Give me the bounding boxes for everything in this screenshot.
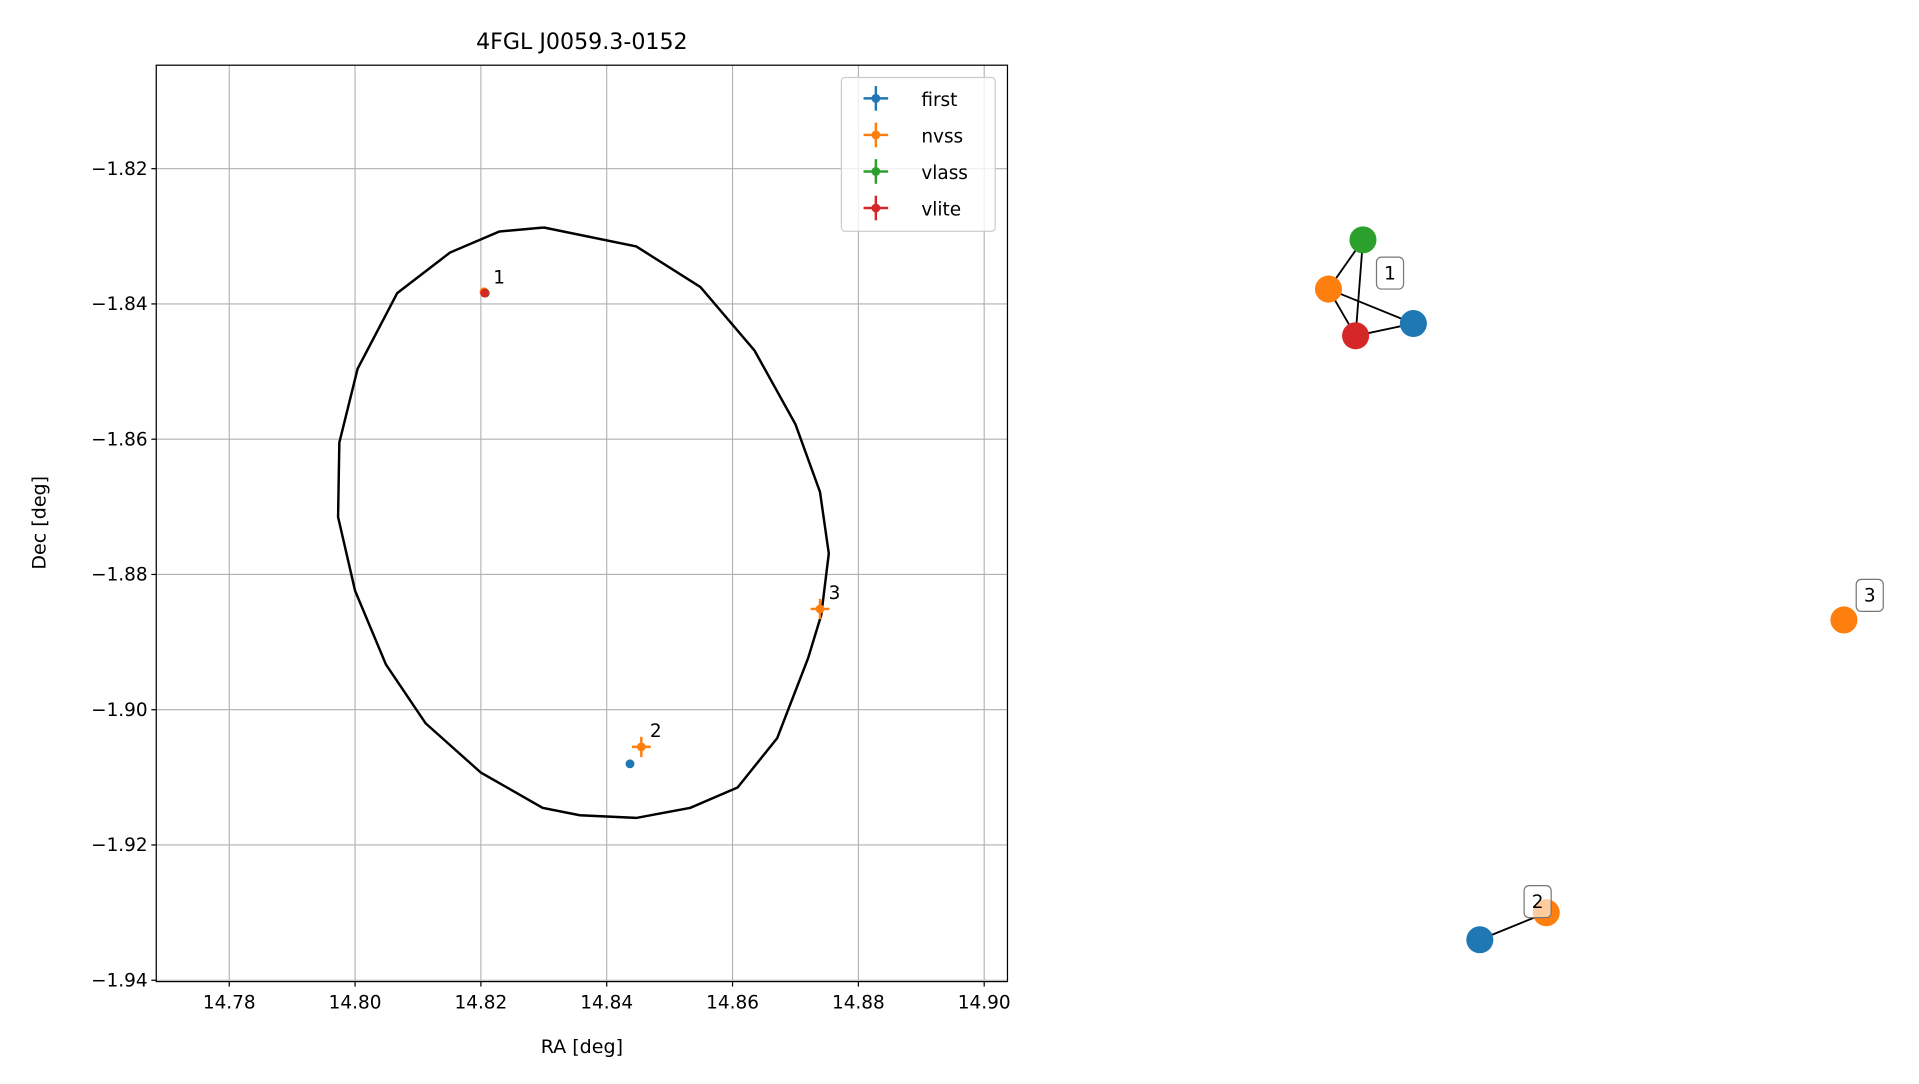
- legend-label: vlass: [921, 163, 968, 184]
- node: [1466, 926, 1494, 954]
- legend-label: nvss: [921, 126, 963, 147]
- data-point: [636, 742, 646, 752]
- x-tick-label: 14.80: [329, 993, 382, 1014]
- x-tick-label: 14.84: [580, 993, 633, 1014]
- node: [1342, 322, 1370, 350]
- node: [1349, 226, 1377, 254]
- legend-marker: [871, 130, 881, 140]
- y-tick-label: −1.92: [91, 835, 148, 856]
- confidence-ellipse: [336, 226, 831, 820]
- x-tick-label: 14.90: [958, 993, 1011, 1014]
- y-tick-label: −1.88: [91, 565, 148, 586]
- data-point: [625, 759, 635, 769]
- edge: [1328, 288, 1414, 325]
- legend-label: vlite: [921, 199, 961, 220]
- network-graph: 1 2 3: [1314, 226, 1884, 954]
- y-axis-label: Dec [deg]: [29, 476, 51, 570]
- data-point: [815, 604, 825, 614]
- node-label: 3: [1864, 586, 1876, 607]
- node-label: 2: [1532, 892, 1544, 913]
- x-tick-label: 14.78: [203, 993, 256, 1014]
- y-tick-label: −1.84: [91, 294, 148, 315]
- annotation: 1: [493, 267, 505, 288]
- y-tick-label: −1.86: [91, 429, 148, 450]
- x-tick-label: 14.88: [832, 993, 885, 1014]
- label-box: [1855, 578, 1884, 612]
- label-box: [1375, 256, 1405, 290]
- legend-marker: [871, 167, 881, 176]
- x-tick-label: 14.86: [706, 993, 759, 1014]
- legend-label: first: [921, 90, 957, 111]
- legend-marker: [871, 203, 881, 213]
- axes-frame: [155, 64, 1009, 983]
- annotation: 3: [829, 583, 841, 604]
- data-point: [480, 288, 490, 298]
- edge: [1354, 239, 1364, 336]
- node: [1314, 275, 1343, 303]
- x-tick-label: 14.82: [454, 993, 507, 1014]
- y-tick-label: −1.90: [91, 700, 148, 721]
- legend-marker: [871, 93, 881, 103]
- y-tick-label: −1.82: [91, 159, 148, 180]
- plot-area: 14.78 14.80 14.82 14.84 14.86 14.88 14.90 −1.82…: [91, 64, 1011, 1014]
- y-tick-label: −1.94: [91, 970, 148, 991]
- node-label: 1: [1384, 263, 1396, 284]
- chart-title: 4FGL J0059.3-0152: [476, 29, 688, 55]
- node: [1830, 606, 1858, 634]
- x-axis-label: RA [deg]: [541, 1036, 623, 1058]
- annotation: 2: [650, 721, 662, 742]
- label-box: [1523, 885, 1552, 919]
- node: [1399, 309, 1427, 338]
- legend-frame: [840, 76, 996, 232]
